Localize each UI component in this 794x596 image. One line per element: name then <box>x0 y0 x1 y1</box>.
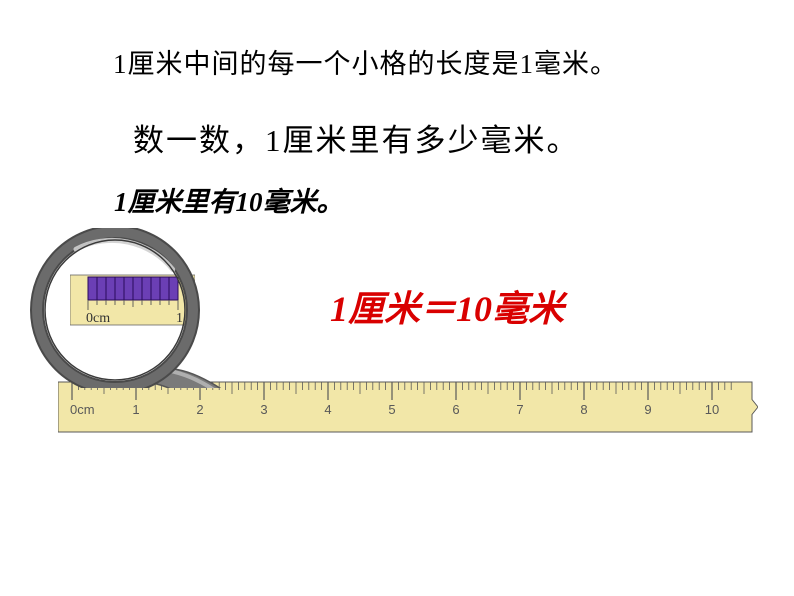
svg-text:9: 9 <box>644 402 651 417</box>
definition-text: 1厘米中间的每一个小格的长度是1毫米。 <box>113 42 618 81</box>
ruler: 0cm 1 2 3 4 5 6 7 8 9 10 <box>58 380 758 440</box>
svg-text:7: 7 <box>516 402 523 417</box>
svg-text:2: 2 <box>196 402 203 417</box>
svg-text:8: 8 <box>580 402 587 417</box>
svg-text:10: 10 <box>705 402 719 417</box>
answer-text: 1厘米里有10毫米。 <box>114 180 344 219</box>
svg-text:1: 1 <box>132 402 139 417</box>
svg-text:0cm: 0cm <box>70 402 95 417</box>
svg-text:5: 5 <box>388 402 395 417</box>
magnifier-icon <box>25 228 275 388</box>
equation-text: 1厘米＝10毫米 <box>330 280 564 332</box>
svg-text:3: 3 <box>260 402 267 417</box>
svg-text:4: 4 <box>324 402 331 417</box>
question-text: 数一数，1厘米里有多少毫米。 <box>133 115 580 160</box>
svg-text:6: 6 <box>452 402 459 417</box>
